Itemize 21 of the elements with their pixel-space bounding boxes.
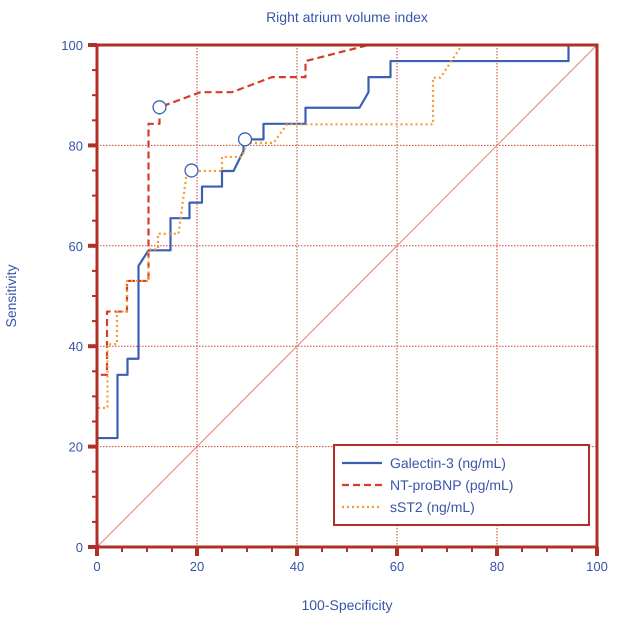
point — [238, 132, 252, 146]
y-tick-label: 40 — [68, 339, 83, 354]
x-tick-label: 80 — [490, 559, 504, 574]
x-tick-label: 100 — [586, 559, 608, 574]
point — [184, 163, 199, 178]
x-tick-label: 60 — [390, 559, 404, 574]
x-tick-label: 20 — [190, 559, 204, 574]
y-tick-label: 0 — [76, 540, 83, 555]
y-axis-title: Sensitivity — [3, 264, 19, 328]
chart-title: Right atrium volume index — [266, 9, 428, 25]
y-tick-label: 100 — [61, 38, 83, 53]
x-axis-title: 100-Specificity — [301, 597, 393, 613]
x-tick-label: 40 — [290, 559, 304, 574]
legend-label: NT-proBNP (pg/mL) — [390, 477, 514, 493]
y-tick-label: 80 — [68, 138, 83, 154]
legend-label: sST2 (ng/mL) — [390, 499, 475, 515]
legend-label: Galectin-3 (ng/mL) — [390, 455, 506, 471]
y-tick-label: 20 — [68, 440, 83, 455]
x-tick-label: 0 — [93, 559, 101, 574]
point — [152, 100, 167, 114]
y-tick-label: 60 — [68, 238, 83, 254]
